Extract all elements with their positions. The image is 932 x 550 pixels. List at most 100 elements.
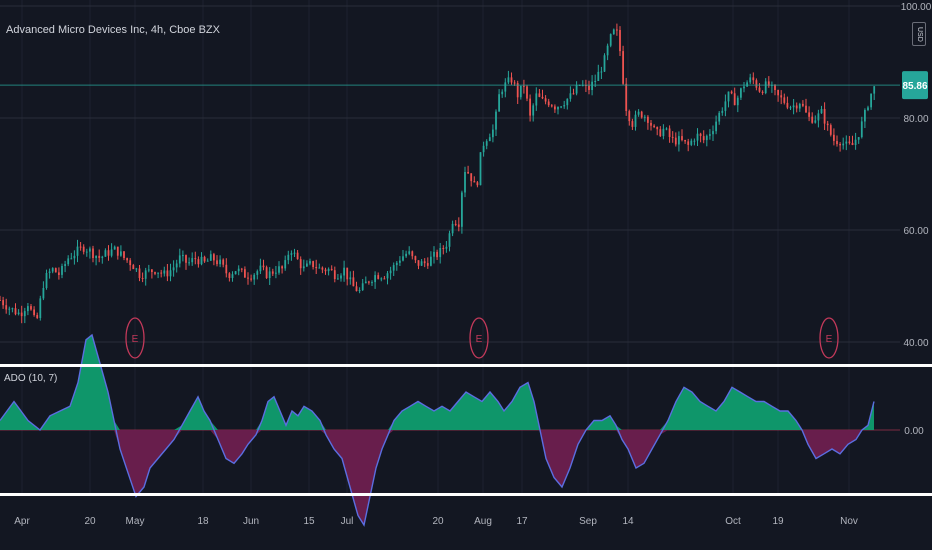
candle-body xyxy=(392,265,395,271)
oscillator-zero-label: 0.00 xyxy=(904,426,924,437)
candle-body xyxy=(380,278,383,280)
candle-body xyxy=(767,81,770,86)
earnings-marker: E xyxy=(819,317,839,359)
candle-body xyxy=(340,275,342,279)
candle-body xyxy=(826,123,829,126)
candle-body xyxy=(185,255,187,263)
y-tick-label: 80.00 xyxy=(903,114,928,125)
candle-body xyxy=(529,98,531,116)
candle-body xyxy=(873,86,876,94)
candle-body xyxy=(20,312,23,317)
candle-body xyxy=(547,101,550,106)
candle-body xyxy=(864,110,866,122)
candle-body xyxy=(464,172,466,193)
candle-body xyxy=(786,102,789,108)
candle-body xyxy=(209,254,212,261)
candle-body xyxy=(11,308,14,310)
candle-body xyxy=(144,270,147,279)
candle-body xyxy=(296,252,299,260)
earnings-marker-label: E xyxy=(132,334,139,345)
candle-body xyxy=(172,267,175,271)
candle-body xyxy=(318,267,321,269)
candle-body xyxy=(805,105,807,113)
candle-body xyxy=(23,311,26,317)
candle-body xyxy=(244,269,246,278)
candle-body xyxy=(746,82,748,87)
candle-body xyxy=(420,261,423,266)
candle-body xyxy=(120,251,122,256)
x-tick-label: 14 xyxy=(622,516,634,527)
candle-body xyxy=(27,306,29,312)
candle-body xyxy=(752,77,755,81)
candle-body xyxy=(684,140,686,142)
candle-body xyxy=(603,55,606,72)
candle-body xyxy=(783,97,786,103)
currency-badge[interactable]: USD xyxy=(912,22,926,46)
candle-body xyxy=(699,133,702,136)
candle-body xyxy=(715,121,717,132)
candle-body xyxy=(219,259,221,265)
candle-body xyxy=(764,81,767,93)
candle-body xyxy=(175,263,178,268)
candle-body xyxy=(594,81,597,82)
candle-body xyxy=(116,246,119,256)
candle-body xyxy=(281,266,283,269)
candle-body xyxy=(5,305,8,310)
candle-body xyxy=(92,248,94,258)
candle-body xyxy=(284,260,287,269)
candle-body xyxy=(30,306,32,310)
y-tick-label: 60.00 xyxy=(903,226,928,237)
candle-body xyxy=(510,77,513,83)
candle-body xyxy=(854,139,857,145)
candle-body xyxy=(349,277,352,280)
candle-body xyxy=(42,288,45,299)
candle-body xyxy=(687,141,690,145)
candle-body xyxy=(138,268,141,278)
candle-body xyxy=(287,254,290,261)
candle-body xyxy=(609,34,612,46)
candle-body xyxy=(355,286,358,292)
candle-body xyxy=(702,136,705,141)
x-tick-label: 18 xyxy=(197,516,209,527)
candle-body xyxy=(550,105,553,107)
candle-body xyxy=(278,266,280,273)
candle-body xyxy=(535,93,538,106)
candle-body xyxy=(498,94,500,112)
candle-body xyxy=(467,172,469,174)
candle-body xyxy=(408,251,411,254)
earnings-marker-label: E xyxy=(476,334,483,345)
candle-body xyxy=(814,120,817,123)
candle-body xyxy=(206,260,209,262)
candle-body xyxy=(653,125,655,127)
candle-body xyxy=(709,134,711,136)
candle-body xyxy=(724,101,727,111)
candle-body xyxy=(637,111,640,115)
candle-body xyxy=(798,103,801,109)
candle-body xyxy=(191,258,194,263)
candle-body xyxy=(659,129,662,137)
candle-body xyxy=(681,136,683,141)
candle-body xyxy=(538,93,541,97)
x-tick-label: 15 xyxy=(303,516,315,527)
candle-body xyxy=(730,91,733,94)
oscillator-positive-area xyxy=(0,335,874,430)
candle-body xyxy=(188,262,190,264)
candle-body xyxy=(619,30,621,52)
candle-body xyxy=(197,259,200,265)
candle-body xyxy=(820,109,823,114)
candle-body xyxy=(829,125,832,135)
candle-body xyxy=(575,85,578,94)
candle-body xyxy=(79,246,82,248)
candle-body xyxy=(616,29,618,31)
candle-body xyxy=(203,256,206,262)
candle-body xyxy=(473,181,476,183)
candle-body xyxy=(324,269,327,272)
candle-body xyxy=(628,111,631,122)
candle-body xyxy=(740,88,742,98)
candle-body xyxy=(761,91,764,93)
candle-body xyxy=(836,141,838,145)
candle-body xyxy=(89,248,91,252)
candle-body xyxy=(302,266,305,269)
